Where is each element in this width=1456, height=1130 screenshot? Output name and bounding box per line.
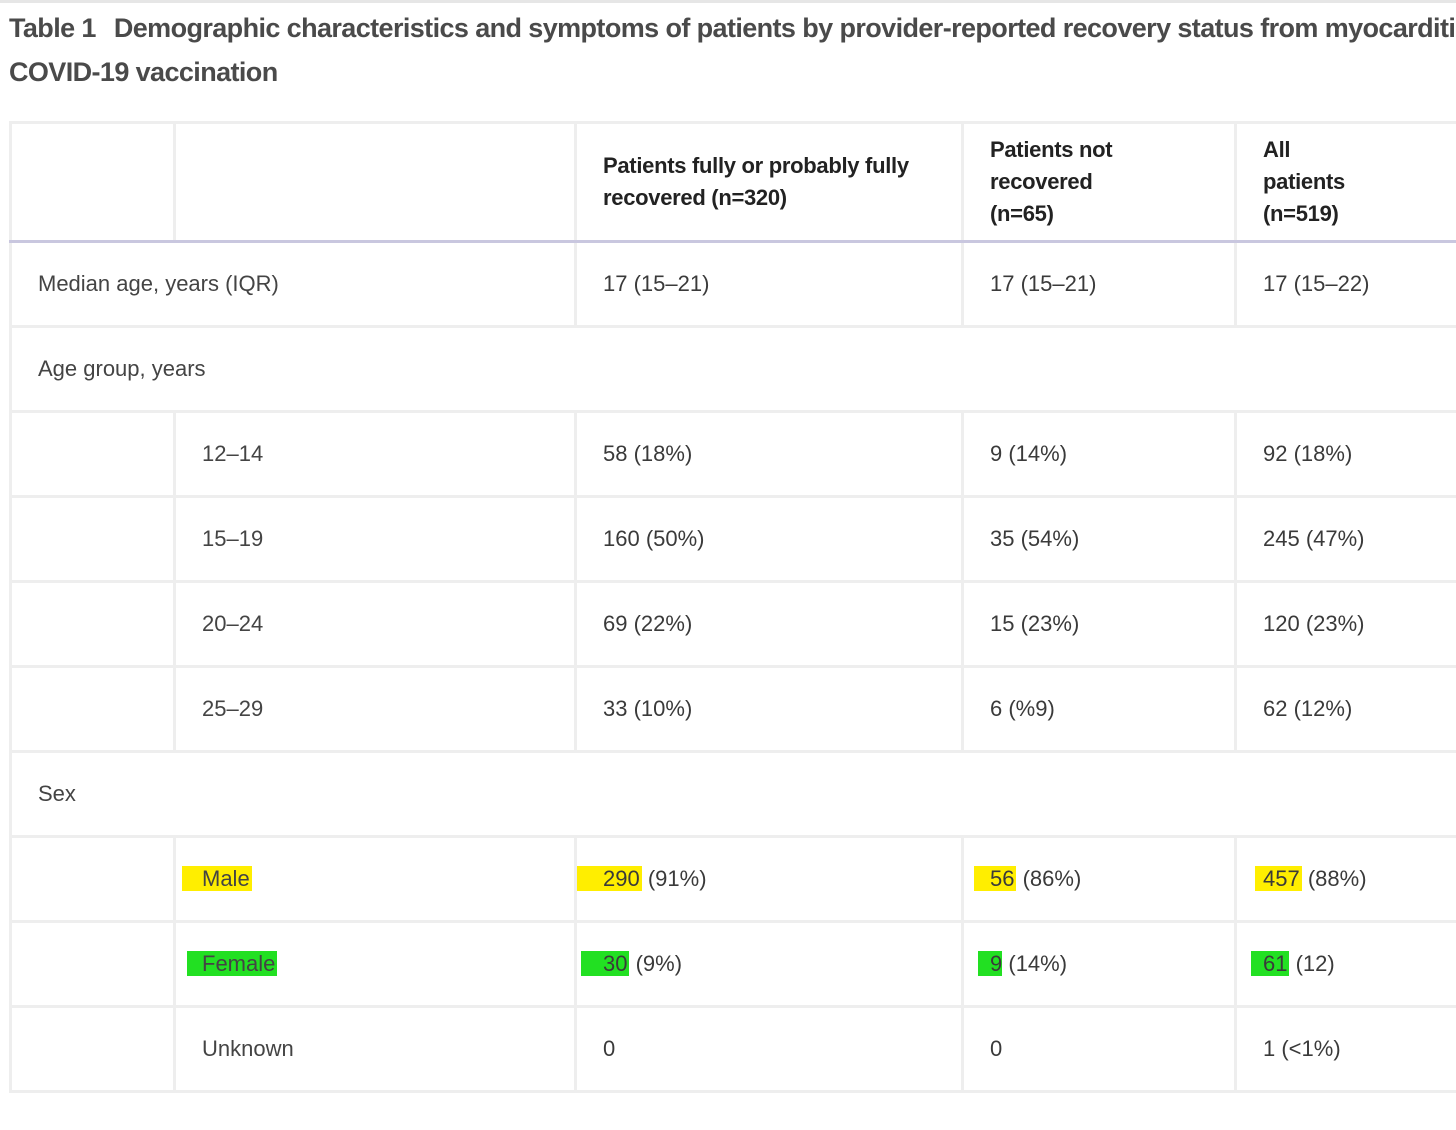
row-label-female: Female	[173, 920, 577, 1008]
cell-not-recovered: 6 (%9)	[961, 665, 1237, 753]
row-label-median-age: Median age, years (IQR)	[9, 240, 577, 328]
header-blank-2	[173, 121, 577, 243]
cell-recovered: 58 (18%)	[574, 410, 964, 498]
indent-cell	[9, 580, 176, 668]
table-title-line1: Demographic characteristics and symptoms…	[113, 13, 1456, 43]
cell-not-recovered: 15 (23%)	[961, 580, 1237, 668]
header-recovered: Patients fully or probably fully recover…	[574, 121, 964, 243]
cell-all: 17 (15–22)	[1234, 240, 1456, 328]
table-row: 20–24 69 (22%) 15 (23%) 120 (23%)	[9, 580, 1456, 668]
female-not-recovered-count-highlight: 9	[978, 951, 1003, 976]
cell-not-recovered: 35 (54%)	[961, 495, 1237, 583]
table-title-line2: COVID-19 vaccination	[9, 57, 278, 87]
cell-all: 61 (12)	[1234, 920, 1456, 1008]
male-not-recovered-count-highlight: 56	[974, 866, 1017, 891]
cell-all: 245 (47%)	[1234, 495, 1456, 583]
female-not-recovered-pct: (14%)	[1002, 951, 1068, 976]
demographics-table: Patients fully or probably fully recover…	[9, 121, 1456, 1093]
row-label-age-20-24: 20–24	[173, 580, 577, 668]
cell-all: 457 (88%)	[1234, 835, 1456, 923]
cell-recovered: 69 (22%)	[574, 580, 964, 668]
row-label-age-group: Age group, years	[9, 325, 1456, 413]
table-row: 15–19 160 (50%) 35 (54%) 245 (47%)	[9, 495, 1456, 583]
table-row: Sex	[9, 750, 1456, 838]
male-not-recovered-pct: (86%)	[1016, 866, 1082, 891]
cell-not-recovered: 0	[961, 1005, 1237, 1093]
indent-cell	[9, 1005, 176, 1093]
row-label-age-12-14: 12–14	[173, 410, 577, 498]
cell-recovered: 30 (9%)	[574, 920, 964, 1008]
table-row: Median age, years (IQR) 17 (15–21) 17 (1…	[9, 240, 1456, 328]
table-label: Table 1	[9, 13, 96, 43]
cell-recovered: 290 (91%)	[574, 835, 964, 923]
header-not-recovered: Patients not recovered (n=65)	[961, 121, 1237, 243]
cell-all: 62 (12%)	[1234, 665, 1456, 753]
female-all-count-highlight: 61	[1251, 951, 1290, 976]
table-caption: Table 1 Demographic characteristics and s…	[9, 6, 1456, 94]
table-container: Patients fully or probably fully recover…	[9, 121, 1456, 1103]
cell-all: 120 (23%)	[1234, 580, 1456, 668]
table-row: Female 30 (9%) 9 (14%) 61 (12)	[9, 920, 1456, 1008]
table-row: 25–29 33 (10%) 6 (%9) 62 (12%)	[9, 665, 1456, 753]
female-recovered-count-highlight: 30	[581, 951, 630, 976]
indent-cell	[9, 410, 176, 498]
table-row: Unknown 0 0 1 (<1%)	[9, 1005, 1456, 1093]
cell-recovered: 33 (10%)	[574, 665, 964, 753]
cell-all: 92 (18%)	[1234, 410, 1456, 498]
male-recovered-pct: (91%)	[641, 866, 707, 891]
header-row: Patients fully or probably fully recover…	[9, 121, 1456, 243]
cell-recovered: 0	[574, 1005, 964, 1093]
indent-cell	[9, 665, 176, 753]
table-row: Male 290 (91%) 56 (86%) 457 (88%)	[9, 835, 1456, 923]
male-all-pct: (88%)	[1301, 866, 1367, 891]
header-all-patients: All patients (n=519)	[1234, 121, 1456, 243]
cell-not-recovered: 17 (15–21)	[961, 240, 1237, 328]
top-rule	[0, 0, 1456, 3]
indent-cell	[9, 495, 176, 583]
header-blank-1	[9, 121, 176, 243]
indent-cell	[9, 835, 176, 923]
table-row: Age group, years	[9, 325, 1456, 413]
female-recovered-pct: (9%)	[629, 951, 683, 976]
indent-cell	[9, 920, 176, 1008]
cell-not-recovered: 9 (14%)	[961, 920, 1237, 1008]
male-recovered-count-highlight: 290	[578, 866, 642, 891]
cell-recovered: 160 (50%)	[574, 495, 964, 583]
row-label-sex: Sex	[9, 750, 1456, 838]
male-highlight: Male	[182, 866, 252, 891]
row-label-unknown: Unknown	[173, 1005, 577, 1093]
female-highlight: Female	[187, 951, 278, 976]
cell-not-recovered: 56 (86%)	[961, 835, 1237, 923]
row-label-age-25-29: 25–29	[173, 665, 577, 753]
table-row: 12–14 58 (18%) 9 (14%) 92 (18%)	[9, 410, 1456, 498]
female-all-pct: (12)	[1289, 951, 1335, 976]
cell-not-recovered: 9 (14%)	[961, 410, 1237, 498]
male-all-count-highlight: 457	[1255, 866, 1302, 891]
cell-recovered: 17 (15–21)	[574, 240, 964, 328]
row-label-age-15-19: 15–19	[173, 495, 577, 583]
cell-all: 1 (<1%)	[1234, 1005, 1456, 1093]
row-label-male: Male	[173, 835, 577, 923]
